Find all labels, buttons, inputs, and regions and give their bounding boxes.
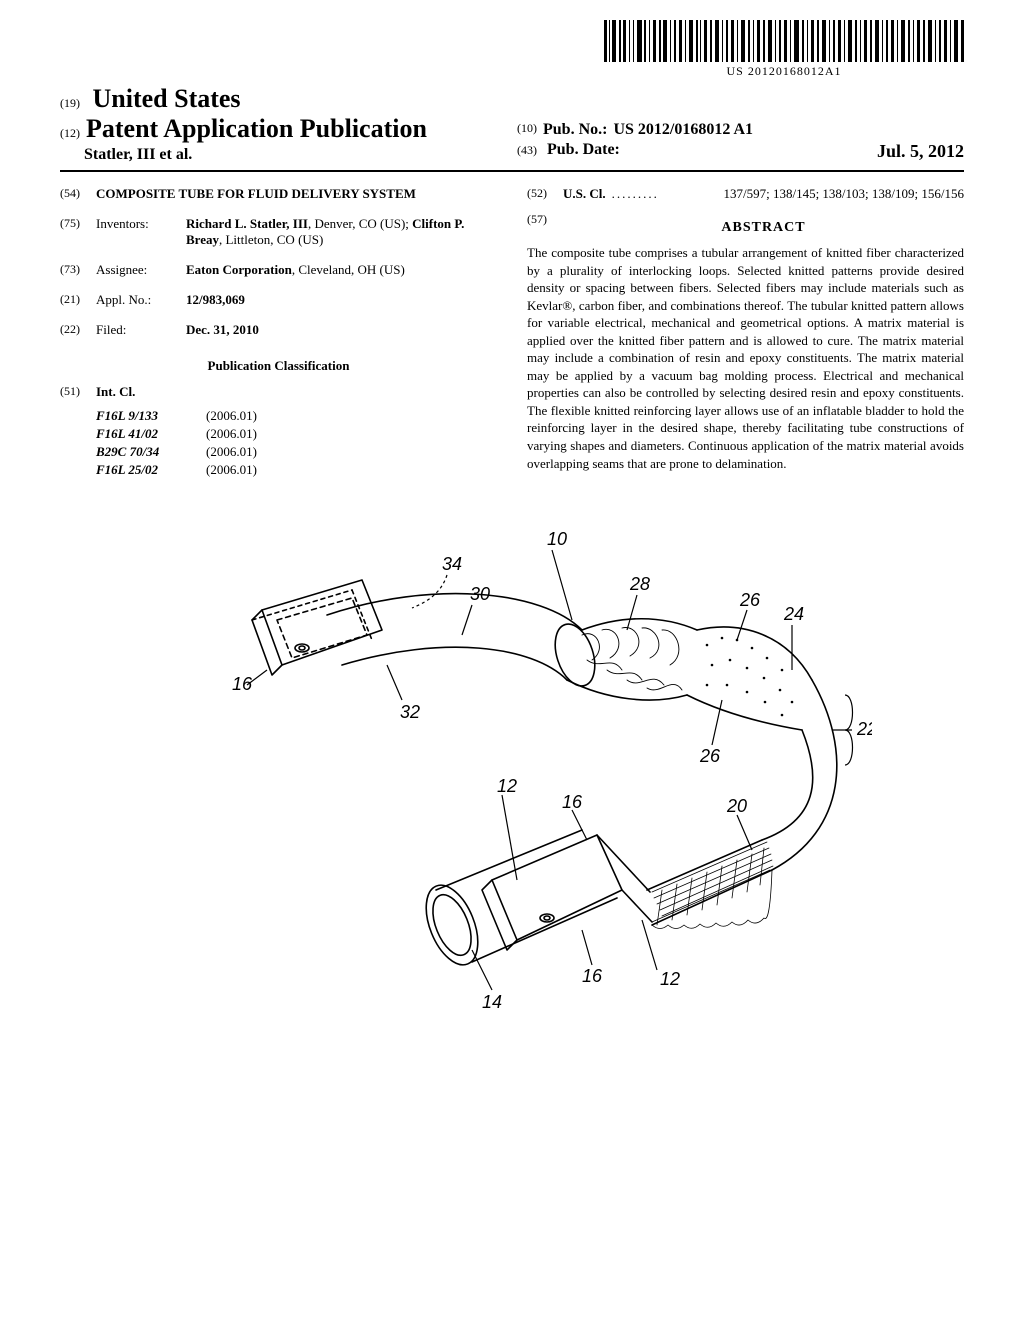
applno-code: (21) [60,292,96,308]
pubdate-label: Pub. Date: [547,141,620,158]
applno-row: (21) Appl. No.: 12/983,069 [60,292,497,308]
assignee-value: Eaton Corporation, Cleveland, OH (US) [186,262,497,278]
right-column: (52) U.S. Cl. ......... 137/597; 138/145… [527,186,964,480]
header-row: (19) United States (12) Patent Applicati… [60,84,964,172]
abstract-code: (57) [527,212,563,244]
pub-label: Patent Application Publication [86,114,427,144]
barcode-text: US 20120168012A1 [604,64,964,79]
country-code: (19) [60,96,80,110]
applno-label: Appl. No.: [96,292,186,308]
title-code: (54) [60,186,96,202]
intcl-row: (51) Int. Cl. [60,384,497,404]
publication-type-line: (12) Patent Application Publication [60,114,507,144]
fig-label-20: 20 [726,796,747,816]
pub-no-row: (10) Pub. No.: US 2012/0168012 A1 [517,121,964,139]
fig-label-26a: 26 [739,590,761,610]
pubno-code: (10) [517,121,537,139]
fig-label-28: 28 [629,574,650,594]
header-left: (19) United States (12) Patent Applicati… [60,84,507,164]
assignee-label: Assignee: [96,262,186,278]
barcode: US 20120168012A1 [604,20,964,79]
uscl-row: (52) U.S. Cl. ......... 137/597; 138/145… [527,186,964,202]
country-name: United States [93,84,241,113]
inventors-value: Richard L. Statler, III, Denver, CO (US)… [186,216,497,248]
pub-class-heading: Publication Classification [60,358,497,374]
pub-date-row: (43) Pub. Date: Jul. 5, 2012 [517,141,964,162]
filed-value: Dec. 31, 2010 [186,322,497,338]
assignee-code: (73) [60,262,96,278]
assignee-row: (73) Assignee: Eaton Corporation, Clevel… [60,262,497,278]
title-row: (54) COMPOSITE TUBE FOR FLUID DELIVERY S… [60,186,497,202]
pubdate-code: (43) [517,143,537,157]
fig-label-12: 12 [497,776,517,796]
abstract-header-row: (57) ABSTRACT [527,212,964,244]
bibliographic-columns: (54) COMPOSITE TUBE FOR FLUID DELIVERY S… [60,186,964,480]
uscl-values: 137/597; 138/145; 138/103; 138/109; 156/… [665,186,964,202]
fig-label-34: 34 [442,554,462,574]
inventor-1: Richard L. Statler, III [186,216,308,231]
inventors-code: (75) [60,216,96,248]
barcode-region: US 20120168012A1 [60,20,964,80]
abstract-heading: ABSTRACT [563,220,964,236]
intcl-item: F16L 25/02(2006.01) [96,462,497,478]
applno-value: 12/983,069 [186,292,497,308]
fig-label-30: 30 [470,584,490,604]
fig-label-16b: 16 [562,792,583,812]
figure-area: 10 12 12 14 16 16 16 20 22 24 26 26 28 3… [60,520,964,1045]
patent-figure: 10 12 12 14 16 16 16 20 22 24 26 26 28 3… [152,520,872,1040]
fig-label-24: 24 [783,604,804,624]
header-right: (10) Pub. No.: US 2012/0168012 A1 (43) P… [507,119,964,164]
intcl-item: F16L 9/133(2006.01) [96,408,497,424]
abstract-text: The composite tube comprises a tubular a… [527,244,964,472]
intcl-label: Int. Cl. [96,384,135,400]
left-column: (54) COMPOSITE TUBE FOR FLUID DELIVERY S… [60,186,497,480]
fig-label-16a: 16 [232,674,253,694]
country-line: (19) United States [60,84,507,114]
intcl-item: F16L 41/02(2006.01) [96,426,497,442]
fig-label-10: 10 [547,529,567,549]
author-line: Statler, III et al. [84,146,507,164]
title-text: COMPOSITE TUBE FOR FLUID DELIVERY SYSTEM [96,186,497,202]
uscl-dots: ......... [612,186,659,202]
fig-label-14: 14 [482,992,502,1012]
fig-label-26b: 26 [699,746,721,766]
intcl-item: B29C 70/34(2006.01) [96,444,497,460]
barcode-svg [604,20,964,62]
inventors-row: (75) Inventors: Richard L. Statler, III,… [60,216,497,248]
pub-code: (12) [60,126,80,141]
pubdate-left: (43) Pub. Date: [517,141,620,162]
fig-label-12b: 12 [660,969,680,989]
pubno-label: Pub. No.: [543,121,607,139]
uscl-label: U.S. Cl. [563,186,606,202]
assignee-name: Eaton Corporation [186,262,292,277]
fig-label-32: 32 [400,702,420,722]
pubno-value: US 2012/0168012 A1 [613,121,753,139]
intcl-list: F16L 9/133(2006.01) F16L 41/02(2006.01) … [60,408,497,478]
filed-label: Filed: [96,322,186,338]
filed-code: (22) [60,322,96,338]
intcl-code: (51) [60,384,96,404]
fig-label-16c: 16 [582,966,603,986]
patent-page: US 20120168012A1 (19) United States (12)… [0,0,1024,1085]
filed-row: (22) Filed: Dec. 31, 2010 [60,322,497,338]
fig-label-22: 22 [856,719,872,739]
inventors-label: Inventors: [96,216,186,248]
pubdate-value: Jul. 5, 2012 [877,141,964,162]
uscl-code: (52) [527,186,563,202]
